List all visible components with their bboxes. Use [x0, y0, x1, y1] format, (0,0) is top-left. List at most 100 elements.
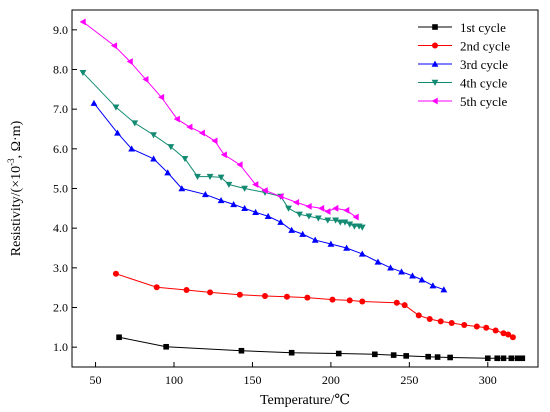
- data-point: [131, 120, 139, 127]
- data-point: [473, 323, 480, 330]
- data-point: [448, 319, 455, 326]
- legend-item-5: 5th cycle: [418, 94, 508, 109]
- data-point: [110, 42, 118, 50]
- data-point: [336, 219, 344, 226]
- data-point: [164, 169, 172, 176]
- y-tick-label: 3.0: [53, 261, 68, 275]
- data-point: [324, 208, 331, 215]
- data-point: [296, 211, 303, 218]
- y-tick-label: 2.0: [53, 301, 68, 315]
- x-tick-label: 200: [322, 373, 340, 387]
- data-point: [514, 355, 521, 362]
- legend-label: 3rd cycle: [460, 57, 508, 72]
- x-tick-label: 250: [400, 373, 418, 387]
- legend-marker: [432, 24, 438, 30]
- series-line: [82, 21, 357, 218]
- data-point: [519, 355, 526, 362]
- data-point: [116, 334, 122, 341]
- data-point: [332, 217, 339, 224]
- data-point: [238, 347, 245, 354]
- data-point: [429, 282, 437, 289]
- data-point: [230, 200, 238, 208]
- x-tick-label: 50: [90, 373, 102, 387]
- data-point: [318, 204, 325, 212]
- data-point: [236, 161, 243, 169]
- y-tick-label: 9.0: [53, 23, 68, 37]
- x-tick-label: 300: [479, 373, 497, 387]
- data-point: [181, 156, 189, 163]
- y-tick-label: 8.0: [53, 63, 68, 77]
- data-point: [285, 205, 292, 212]
- data-point: [252, 208, 259, 216]
- y-axis-label-prefix: Resistivity/(×10: [9, 166, 24, 256]
- data-point: [178, 185, 186, 192]
- data-point: [264, 212, 272, 219]
- data-point: [492, 327, 499, 334]
- data-point: [500, 330, 507, 337]
- data-point: [372, 351, 378, 358]
- data-point: [198, 129, 205, 137]
- data-point: [167, 144, 175, 151]
- series-1: [116, 334, 526, 362]
- series-line: [118, 336, 523, 359]
- legend-marker: [431, 97, 438, 105]
- data-point: [505, 331, 512, 338]
- data-point: [324, 217, 332, 224]
- legend-item-4: 4th cycle: [418, 76, 508, 91]
- legend-marker: [431, 60, 439, 67]
- data-point: [484, 355, 491, 362]
- data-point: [112, 104, 120, 111]
- data-point: [241, 204, 248, 212]
- data-point: [346, 221, 354, 228]
- data-point: [358, 224, 366, 231]
- data-point: [440, 286, 448, 293]
- data-point: [358, 250, 366, 257]
- legend-label: 1st cycle: [460, 20, 506, 35]
- data-point: [483, 324, 490, 331]
- legend-label: 2nd cycle: [460, 39, 510, 54]
- data-point: [158, 93, 165, 101]
- x-tick-label: 150: [243, 373, 261, 387]
- data-point: [304, 294, 311, 301]
- data-point: [352, 213, 359, 221]
- data-point: [261, 187, 268, 194]
- data-point: [447, 354, 453, 361]
- data-point: [261, 292, 268, 299]
- data-point: [305, 202, 312, 210]
- legend-marker: [431, 79, 439, 86]
- data-point: [112, 270, 119, 277]
- y-axis-label-suffix: , Ω·m): [9, 120, 24, 158]
- data-point: [217, 197, 225, 204]
- data-point: [351, 223, 358, 230]
- data-point: [401, 302, 408, 309]
- data-point: [207, 289, 214, 296]
- data-point: [494, 355, 501, 362]
- x-axis-label: Temperature/℃: [260, 393, 350, 408]
- data-point: [150, 155, 157, 162]
- legend-marker: [432, 42, 438, 49]
- data-point: [236, 291, 243, 298]
- data-point: [409, 272, 416, 279]
- data-point: [153, 284, 160, 291]
- data-point: [426, 316, 433, 323]
- data-point: [387, 264, 394, 271]
- y-tick-label: 6.0: [53, 142, 68, 156]
- series-5: [79, 18, 359, 221]
- series-line: [93, 102, 445, 291]
- axis-ticks: 50 100 150 200 250 300 1.0 2.0 3.0 4.0 5.0 6.0 7.0 8.…: [53, 23, 497, 387]
- data-point: [186, 123, 193, 131]
- data-point: [241, 185, 248, 192]
- data-point: [194, 173, 201, 180]
- data-point: [142, 76, 149, 83]
- series-2: [112, 270, 516, 341]
- legend: 1st cycle 2nd cycle 3rd cycle 4th cycle 5th …: [418, 20, 510, 109]
- data-point: [277, 193, 284, 200]
- series-line: [115, 273, 514, 338]
- data-point: [343, 244, 350, 251]
- data-point: [508, 355, 515, 362]
- data-point: [415, 312, 422, 319]
- legend-item-2: 2nd cycle: [418, 39, 510, 54]
- data-point: [128, 145, 136, 152]
- data-point: [332, 204, 339, 212]
